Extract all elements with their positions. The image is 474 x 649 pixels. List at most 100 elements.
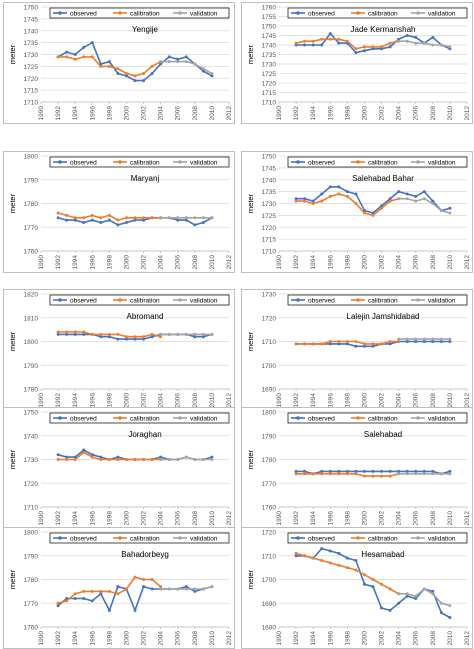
data-point-observed [431,199,435,203]
x-tick-label: 1992 [293,106,300,121]
data-point-calibration [345,194,349,198]
data-point-calibration [354,568,358,572]
data-point-observed [337,469,341,473]
data-point-validation [176,216,180,220]
data-point-observed [397,601,401,605]
legend: observed calibration validation [49,156,230,168]
data-point-validation [159,587,163,591]
x-tick-label: 2004 [158,106,165,121]
data-point-validation [439,601,443,605]
y-tick-label: 1770 [262,481,277,488]
data-point-calibration [337,563,341,567]
data-point-calibration [337,192,341,196]
data-point-validation [414,337,418,341]
data-point-calibration [116,218,120,222]
data-point-observed [345,556,349,560]
data-point-calibration [303,199,307,203]
data-point-calibration [354,340,358,343]
data-point-observed [303,43,307,47]
data-point-validation [397,472,401,476]
x-tick-label: 1996 [89,106,96,121]
data-point-calibration [150,64,154,68]
x-tick-label: 2010 [209,106,216,121]
data-point-observed [73,218,77,222]
x-tick-label: 1992 [293,255,300,270]
legend-swatch-marker [296,298,300,302]
x-tick-label: 2006 [413,631,420,646]
chart-svg: 1710 1715 1720 1725 1730 1735 1740 1745 1750 1990… [3,2,235,124]
chart-svg: 1760 1770 1780 1790 1800 1990 1992 1994 1996 1998… [241,407,473,529]
chart-frame [3,527,235,649]
y-axis-label: meter [8,449,17,469]
data-point-calibration [362,474,366,478]
data-point-validation [167,60,171,64]
x-tick-label: 2004 [158,511,165,526]
legend-label: calibration [368,297,398,304]
y-tick-label: 1725 [262,213,277,220]
legend: observed calibration validation [287,156,468,168]
data-point-validation [167,216,171,220]
data-point-calibration [388,474,392,478]
data-point-validation [201,332,205,336]
y-tick-label: 1770 [24,225,39,232]
data-point-calibration [354,472,358,476]
chart-panel: 1760 1770 1780 1790 1800 1990 1992 1994 1996 1998… [3,151,235,273]
data-point-observed [73,332,77,336]
data-point-calibration [354,202,358,205]
x-tick-label: 2000 [123,511,130,526]
data-point-observed [303,197,307,201]
chart-frame [241,527,473,649]
data-point-validation [414,41,418,45]
data-point-calibration [142,335,146,339]
data-point-observed [116,585,120,589]
data-point-validation [439,337,443,341]
y-tick-label: 1715 [24,88,39,95]
data-point-calibration [142,216,146,220]
data-point-observed [354,559,358,562]
legend-box [287,7,468,19]
data-point-validation [448,472,452,476]
data-point-observed [124,221,128,224]
data-point-observed [311,199,315,203]
legend-label: observed [70,10,97,17]
legend: observed calibration validation [49,532,230,544]
data-point-validation [210,332,214,336]
data-point-observed [90,41,94,45]
data-point-validation [184,587,188,591]
data-point-observed [201,335,205,339]
data-point-calibration [371,578,375,581]
chart-panel: 1780 1790 1800 1810 1820 1990 1992 1994 1996 1998… [3,289,235,411]
data-point-observed [99,221,103,224]
data-point-observed [414,469,418,473]
data-point-observed [448,469,452,473]
legend-label: validation [190,535,218,542]
chart-title: Salehabad Bahar [352,174,414,183]
y-tick-label: 1790 [24,363,39,370]
data-point-validation [397,197,401,201]
data-point-validation [397,592,401,596]
x-tick-label: 2000 [361,106,368,121]
data-point-observed [414,340,418,343]
chart-svg: 1710 1715 1720 1725 1730 1735 1740 1745 1750 1755… [241,2,473,124]
data-point-observed [133,79,137,83]
data-point-validation [176,458,180,461]
data-point-calibration [99,589,103,593]
data-point-calibration [345,472,349,476]
y-tick-label: 1770 [24,601,39,608]
chart-svg: 1690 1700 1710 1720 1730 1990 1992 1994 1996 1998… [241,289,473,411]
x-tick-label: 2010 [209,511,216,526]
data-point-observed [167,55,171,59]
data-point-observed [56,604,60,608]
y-tick-label: 1780 [262,457,277,464]
x-tick-label: 2000 [361,393,368,408]
x-tick-label: 2008 [192,511,199,526]
legend-swatch-marker [118,160,122,164]
legend-label: calibration [130,297,160,304]
x-tick-label: 1998 [344,255,351,270]
data-point-calibration [371,213,375,217]
legend-label: validation [190,297,218,304]
chart-frame [3,2,235,124]
chart-svg: 1680 1690 1700 1710 1720 1990 1992 1994 1996 1998… [241,527,473,649]
data-point-calibration [73,216,77,220]
